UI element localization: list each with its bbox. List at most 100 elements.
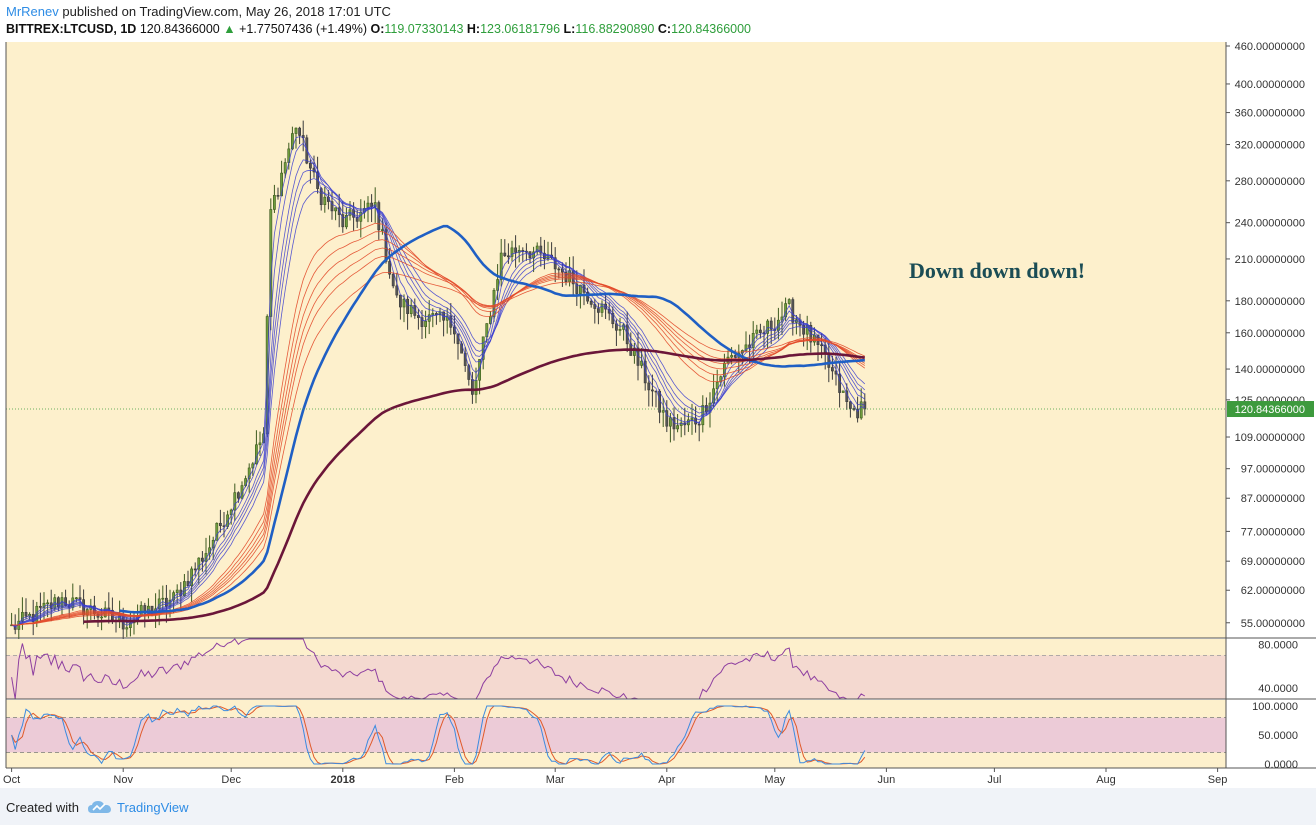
candle-body <box>56 597 60 608</box>
candle-body <box>852 408 856 410</box>
time-tick-label: Nov <box>113 774 133 786</box>
symbol-label[interactable]: BITTREX:LTCUSD, 1D <box>6 22 137 36</box>
candle <box>319 187 323 211</box>
candle-body <box>733 355 737 358</box>
stoch-tick-label: 100.0000 <box>1252 701 1298 713</box>
candle <box>841 390 845 393</box>
candle <box>697 421 701 442</box>
candle <box>391 273 395 289</box>
price-tick-label: 109.00000000 <box>1235 432 1305 444</box>
last-price: 120.84366000 <box>139 22 220 36</box>
candle-body <box>233 492 237 511</box>
candle <box>758 323 762 339</box>
rsi-tick-label: 40.0000 <box>1258 683 1298 695</box>
candle <box>535 242 539 255</box>
candle-body <box>341 214 345 228</box>
candle-body <box>125 627 129 630</box>
candle-body <box>391 273 395 287</box>
candle <box>830 355 834 380</box>
tradingview-logo-icon <box>88 801 111 813</box>
close-value: 120.84366000 <box>671 22 752 36</box>
candle-body <box>334 207 338 212</box>
candle-body <box>406 298 410 314</box>
candle-body <box>514 247 518 253</box>
tradingview-link[interactable]: TradingView <box>117 800 189 815</box>
candle-body <box>237 492 240 499</box>
candle-body <box>20 612 24 622</box>
candle-body <box>380 229 384 231</box>
candle-body <box>193 568 197 571</box>
price-tick-label: 360.00000000 <box>1235 108 1305 120</box>
rsi-pane[interactable] <box>6 638 1226 700</box>
candle-body <box>600 303 604 313</box>
stoch-rsi-pane[interactable] <box>6 700 1226 768</box>
price-tick-label: 69.00000000 <box>1241 556 1305 568</box>
stoch-tick-label: 50.0000 <box>1258 730 1298 742</box>
close-label: C: <box>657 22 672 36</box>
candle-body <box>272 195 276 210</box>
chart-canvas[interactable]: 460.00000000 400.00000000 360.00000000 320.… <box>0 42 1316 788</box>
candle-body <box>830 367 834 372</box>
candle-body <box>175 589 179 593</box>
candle-body <box>744 344 748 351</box>
low-value: 116.88290890 <box>575 22 655 36</box>
candle <box>388 248 392 279</box>
candle-body <box>165 597 168 607</box>
candle-body <box>46 602 50 605</box>
price-tick-label: 55.00000000 <box>1241 618 1305 630</box>
candle <box>755 324 759 339</box>
high-value: 123.06181796 <box>480 22 561 36</box>
price-tick-label: 140.00000000 <box>1235 364 1305 376</box>
price-tick-label: 62.00000000 <box>1241 585 1305 597</box>
candle-body <box>42 602 46 608</box>
price-tick-label: 87.00000000 <box>1241 493 1305 505</box>
candle-body <box>575 283 579 294</box>
time-tick-label: May <box>764 774 785 786</box>
candle <box>406 295 410 330</box>
low-label: L: <box>563 22 576 36</box>
candle-body <box>276 195 280 197</box>
candle-body <box>474 379 478 395</box>
candle-body <box>359 211 363 222</box>
candle-body <box>431 313 435 316</box>
ohlc-line: BITTREX:LTCUSD, 1D 120.84366000 ▲ +1.775… <box>6 22 751 36</box>
price-tick-label: 180.00000000 <box>1235 296 1305 308</box>
candle-body <box>197 557 201 570</box>
candle-body <box>388 261 392 275</box>
candle-body <box>859 401 863 419</box>
stoch-band <box>6 717 1226 753</box>
candle-body <box>557 268 561 271</box>
candle-body <box>690 417 694 421</box>
candle <box>503 239 507 257</box>
candle <box>838 362 842 408</box>
stoch-tick-label: 0.0000 <box>1264 759 1298 771</box>
candle-body <box>219 522 222 527</box>
candle-body <box>618 329 622 331</box>
candle-body <box>755 329 759 334</box>
candle <box>344 207 348 230</box>
candle-body <box>75 597 78 600</box>
candle <box>219 509 222 533</box>
candle-body <box>769 320 773 330</box>
candle-body <box>838 373 842 393</box>
candle-body <box>589 300 593 305</box>
candle-body <box>38 605 42 608</box>
candle-body <box>841 390 845 393</box>
candle-body <box>100 616 104 619</box>
candle-body <box>596 308 600 313</box>
candle <box>272 184 276 213</box>
candle-body <box>506 255 510 258</box>
price-change: +1.77507436 (+1.49%) <box>239 22 367 36</box>
candle-body <box>535 245 539 253</box>
candle-body <box>758 329 762 333</box>
price-tick-label: 210.00000000 <box>1235 254 1305 266</box>
ma-maroon-line <box>83 348 865 623</box>
candle-body <box>283 162 287 174</box>
author-link[interactable]: MrRenev <box>6 4 59 19</box>
candle-body <box>715 381 719 390</box>
ema-slow-line <box>11 271 865 626</box>
high-label: H: <box>466 22 481 36</box>
price-pane[interactable] <box>6 42 1226 646</box>
candle-body <box>355 217 359 222</box>
stoch-k-line <box>11 705 866 765</box>
